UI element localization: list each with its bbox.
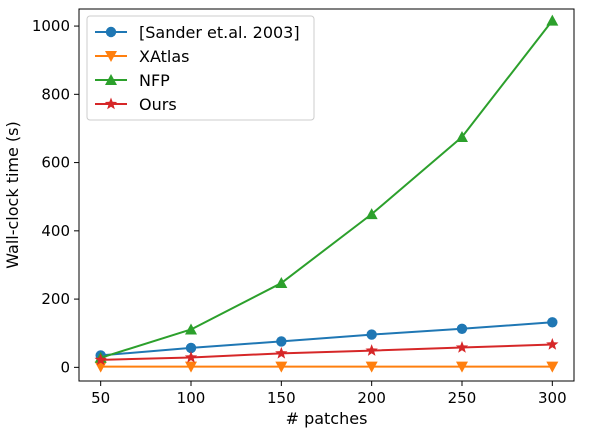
- data-point: [365, 208, 378, 220]
- legend: [Sander et.al. 2003] XAtlas NFP Ours: [86, 15, 315, 121]
- y-tick-label: 200: [41, 290, 70, 308]
- data-point: [185, 342, 197, 354]
- data-point: [365, 361, 378, 373]
- data-point: [185, 323, 198, 335]
- legend-entry: XAtlas: [95, 47, 189, 66]
- data-point: [546, 14, 559, 26]
- data-point: [365, 344, 378, 356]
- y-tick-label: 800: [41, 85, 70, 103]
- legend-marker: [105, 26, 117, 38]
- data-point: [455, 341, 469, 353]
- data-point: [455, 361, 468, 373]
- series-line: [100, 19, 554, 359]
- plot-frame: [78, 8, 575, 382]
- legend-label: [Sander et.al. 2003]: [139, 23, 300, 42]
- data-point: [546, 337, 559, 350]
- legend-label: NFP: [139, 71, 170, 90]
- legend-marker: [105, 74, 117, 85]
- x-tick-label: 250: [448, 389, 477, 407]
- legend-box: [86, 15, 315, 121]
- y-tick-label: 0: [60, 358, 70, 376]
- legend-marker: [104, 97, 118, 110]
- x-tick-label: 300: [538, 389, 567, 407]
- legend-entry: Ours: [95, 95, 177, 114]
- x-tick-label: 50: [91, 389, 110, 407]
- legend-entry: NFP: [95, 71, 170, 90]
- series-layer: [94, 14, 559, 373]
- legend-marker: [105, 51, 117, 62]
- series-3: [94, 337, 559, 366]
- y-tick-label: 600: [41, 154, 70, 172]
- x-axis-label: # patches: [286, 409, 368, 428]
- data-point: [184, 350, 198, 363]
- data-point: [546, 361, 559, 373]
- data-point: [185, 361, 198, 373]
- x-tick-label: 200: [357, 389, 386, 407]
- y-tick-label: 1000: [32, 17, 70, 35]
- legend-label: XAtlas: [139, 47, 189, 66]
- legend-entry: [Sander et.al. 2003]: [95, 23, 300, 42]
- series-line: [100, 321, 553, 357]
- data-point: [275, 277, 288, 289]
- axes-layer: 50 100 150 200 250 300 0 200 400 600 800 1000: [32, 17, 567, 407]
- data-point: [94, 353, 107, 366]
- x-tick-label: 150: [267, 389, 296, 407]
- y-axis-label: Wall-clock time (s): [3, 121, 22, 269]
- legend-label: Ours: [139, 95, 177, 114]
- data-point: [456, 323, 468, 334]
- series-line: [100, 343, 553, 361]
- data-point: [276, 336, 287, 347]
- y-tick-label: 400: [41, 222, 70, 240]
- data-point: [455, 130, 468, 142]
- data-point: [366, 329, 377, 340]
- data-point: [547, 317, 558, 328]
- x-tick-label: 100: [177, 389, 206, 407]
- data-point: [275, 361, 288, 373]
- data-point: [275, 346, 288, 359]
